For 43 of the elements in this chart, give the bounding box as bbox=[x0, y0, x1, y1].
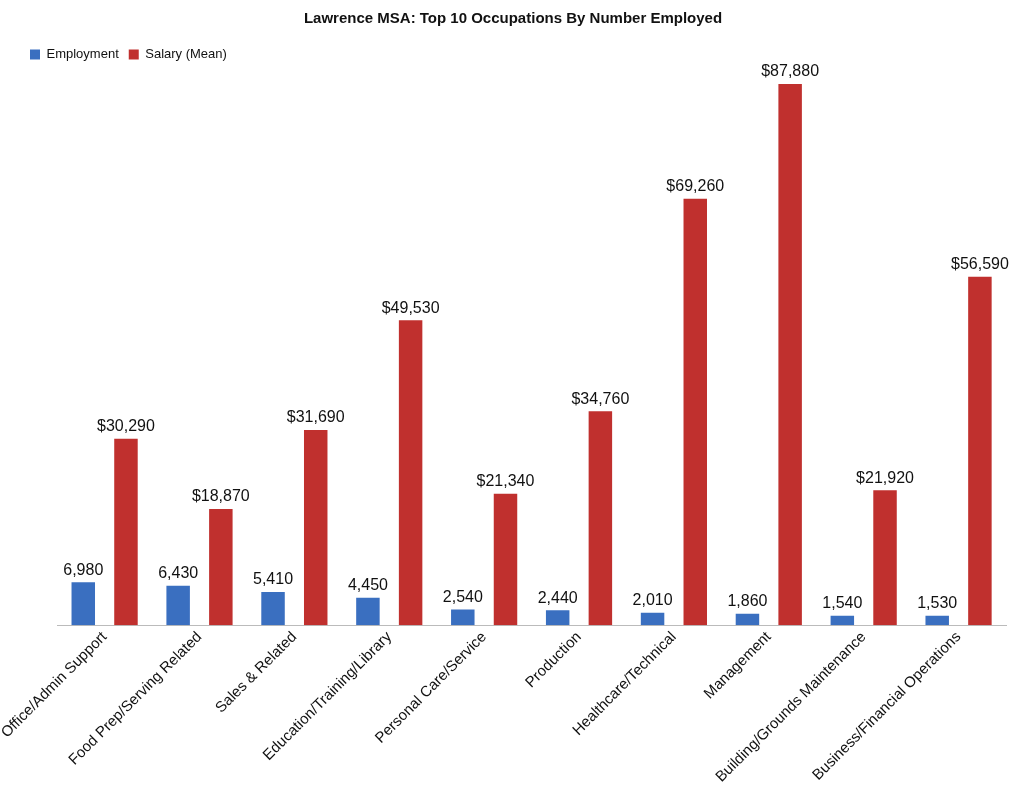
data-label: 6,430 bbox=[158, 564, 199, 582]
data-label: 5,410 bbox=[253, 570, 294, 588]
data-label: 6,980 bbox=[63, 560, 104, 578]
bar bbox=[166, 585, 190, 626]
bar bbox=[71, 582, 96, 626]
bar bbox=[588, 411, 613, 626]
chart-title: Lawrence MSA: Top 10 Occupations By Number Employed bbox=[303, 9, 723, 27]
bar bbox=[261, 591, 285, 626]
bar bbox=[873, 490, 897, 626]
data-label: 4,450 bbox=[347, 576, 389, 594]
data-label: $21,920 bbox=[856, 468, 915, 486]
bar bbox=[735, 613, 760, 626]
bar bbox=[303, 430, 328, 626]
legend-label: Employment bbox=[46, 46, 120, 62]
data-label: 1,530 bbox=[917, 594, 958, 612]
data-label: $21,340 bbox=[476, 472, 535, 490]
data-label: $87,880 bbox=[761, 62, 820, 80]
bar bbox=[209, 509, 233, 626]
bar bbox=[925, 615, 949, 626]
data-label: 2,010 bbox=[632, 591, 673, 609]
data-label: 2,440 bbox=[537, 588, 578, 606]
data-label: $69,260 bbox=[666, 177, 725, 195]
data-label: $18,870 bbox=[191, 487, 250, 505]
bar bbox=[968, 276, 992, 626]
data-label: $30,290 bbox=[97, 417, 155, 435]
bar bbox=[493, 493, 518, 626]
data-label: 1,540 bbox=[822, 594, 863, 612]
bar bbox=[356, 597, 380, 626]
bar bbox=[830, 615, 855, 626]
bar bbox=[683, 198, 707, 626]
bar bbox=[640, 612, 665, 626]
data-label: 2,540 bbox=[442, 587, 483, 605]
legend-label: Salary (Mean) bbox=[145, 46, 227, 62]
data-label: $49,530 bbox=[381, 298, 440, 316]
data-label: 1,860 bbox=[727, 592, 768, 610]
bar bbox=[398, 320, 423, 626]
bar bbox=[114, 438, 138, 626]
bar bbox=[778, 84, 802, 626]
data-label: $34,760 bbox=[571, 389, 630, 407]
bar bbox=[451, 609, 475, 626]
data-label: $31,690 bbox=[286, 408, 345, 426]
bar bbox=[545, 610, 570, 626]
data-label: $56,590 bbox=[950, 255, 1009, 273]
